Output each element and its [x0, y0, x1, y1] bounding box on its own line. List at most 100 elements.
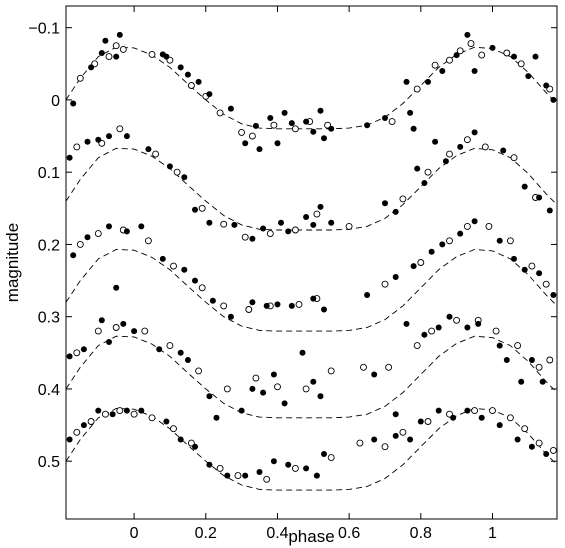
- filled-point: [303, 214, 310, 220]
- filled-point: [475, 320, 482, 327]
- filled-point: [181, 266, 188, 273]
- open-point: [535, 363, 543, 371]
- filled-point: [80, 422, 87, 429]
- filled-point: [432, 138, 439, 145]
- open-point: [130, 410, 138, 418]
- open-point: [152, 150, 160, 158]
- filled-point: [227, 105, 234, 112]
- open-point: [223, 385, 231, 393]
- filled-point: [410, 125, 417, 132]
- filled-point: [138, 407, 145, 414]
- open-point: [313, 210, 321, 218]
- filled-point: [496, 342, 503, 349]
- open-point: [446, 150, 453, 158]
- open-point: [245, 306, 253, 313]
- open-point: [73, 143, 81, 151]
- open-point: [73, 428, 81, 436]
- open-point: [356, 439, 364, 447]
- model-curves: [65, 46, 558, 491]
- filled-point: [464, 31, 471, 38]
- filled-point: [231, 221, 238, 228]
- open-point: [144, 237, 152, 245]
- open-point: [166, 342, 174, 350]
- open-point: [116, 125, 124, 133]
- filled-point: [407, 436, 414, 443]
- filled-point: [192, 206, 198, 213]
- open-point: [220, 220, 228, 228]
- filled-point: [321, 306, 327, 313]
- open-point: [266, 230, 274, 238]
- filled-point: [163, 418, 170, 425]
- filled-point: [464, 324, 471, 331]
- open-point: [428, 327, 436, 335]
- filled-point: [435, 407, 442, 414]
- filled-point: [521, 266, 528, 273]
- filled-point: [539, 378, 546, 385]
- filled-point: [281, 109, 288, 116]
- filled-point: [95, 136, 102, 143]
- open-point: [535, 439, 543, 447]
- open-point: [471, 407, 479, 415]
- open-point: [453, 316, 461, 324]
- open-point: [413, 342, 421, 350]
- open-point: [252, 374, 260, 382]
- filled-point: [267, 115, 274, 121]
- filled-point: [310, 295, 317, 302]
- open-point: [431, 61, 439, 69]
- y-tick-label: 0: [51, 93, 60, 110]
- open-point: [238, 128, 246, 136]
- filled-point: [518, 378, 525, 385]
- open-point: [446, 56, 453, 64]
- filled-point: [113, 284, 120, 291]
- filled-point: [278, 219, 284, 226]
- filled-point: [392, 432, 399, 439]
- filled-point: [260, 225, 267, 232]
- filled-point: [213, 414, 220, 421]
- filled-point: [446, 313, 453, 320]
- open-point: [424, 168, 432, 176]
- model-curve-5: [65, 408, 558, 491]
- open-point: [345, 222, 353, 230]
- open-point: [291, 125, 299, 133]
- open-point: [141, 327, 149, 335]
- filled-point: [274, 140, 281, 147]
- filled-point: [489, 44, 496, 51]
- model-curve-1: [65, 46, 558, 130]
- filled-point: [321, 451, 327, 457]
- open-point: [381, 443, 389, 451]
- filled-point: [274, 301, 281, 308]
- filled-point: [285, 228, 292, 235]
- filled-point: [106, 339, 112, 345]
- y-tick-label: 0.4: [38, 382, 60, 399]
- open-point: [105, 53, 113, 61]
- filled-point: [256, 146, 263, 153]
- open-point: [492, 327, 500, 335]
- open-point: [274, 383, 281, 391]
- filled-point: [392, 411, 399, 418]
- filled-point: [439, 68, 446, 74]
- open-point: [148, 414, 156, 422]
- open-point: [112, 42, 120, 50]
- open-point: [216, 109, 224, 117]
- filled-point: [371, 436, 378, 443]
- filled-point: [421, 180, 428, 186]
- filled-point: [138, 223, 145, 230]
- filled-point: [317, 203, 324, 210]
- filled-point: [464, 407, 471, 414]
- open-point: [399, 428, 407, 436]
- filled-point: [98, 317, 105, 324]
- filled-point: [310, 378, 317, 385]
- filled-point: [428, 248, 435, 255]
- open-point: [503, 49, 511, 57]
- open-point: [173, 168, 181, 176]
- filled-point: [192, 277, 198, 284]
- open-point: [76, 74, 84, 82]
- filled-point: [206, 219, 213, 226]
- filled-point: [106, 133, 112, 140]
- open-point: [216, 464, 224, 472]
- open-point: [517, 60, 525, 68]
- filled-point: [392, 274, 399, 280]
- filled-point: [123, 133, 130, 140]
- open-point: [381, 280, 389, 288]
